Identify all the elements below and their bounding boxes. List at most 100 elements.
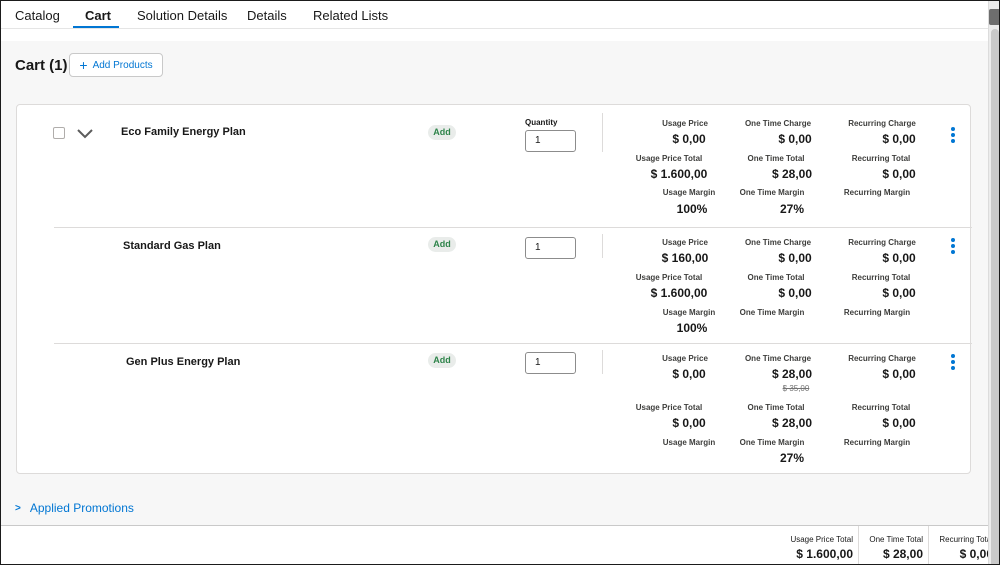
one-time-total-value: $ 28,00 — [771, 167, 813, 181]
applied-promotions-label: Applied Promotions — [29, 501, 134, 515]
quantity-input[interactable]: 1 — [525, 237, 576, 259]
one-time-margin-label: One Time Margin — [739, 188, 805, 197]
original-price-strikethrough: $ 35,00 — [782, 384, 810, 393]
quantity-label: Quantity — [525, 118, 558, 127]
tab-bar: Catalog Cart Solution Details Details Re… — [1, 1, 989, 29]
recurring-margin-label: Recurring Margin — [843, 188, 911, 197]
recurring-charge-value: $ 0,00 — [882, 132, 916, 146]
usage-price-label: Usage Price — [662, 238, 708, 247]
product-name: Eco Family Energy Plan — [121, 126, 246, 138]
footer-recurring-total-value: $ 0,00 — [959, 547, 993, 561]
vertical-scrollbar[interactable] — [988, 1, 999, 564]
recurring-charge-value: $ 0,00 — [882, 251, 916, 265]
recurring-total-label: Recurring Total — [851, 154, 911, 163]
tab-details[interactable]: Details — [247, 8, 287, 23]
footer-recurring-total-label: Recurring Total — [939, 535, 993, 544]
one-time-margin-label: One Time Margin — [739, 308, 805, 317]
footer-one-time-total-value: $ 28,00 — [882, 547, 923, 561]
one-time-charge-value: $ 0,00 — [778, 132, 812, 146]
scroll-up-handle[interactable] — [989, 9, 999, 25]
usage-price-value: $ 160,00 — [661, 251, 709, 265]
recurring-total-label: Recurring Total — [851, 273, 911, 282]
one-time-charge-label: One Time Charge — [744, 354, 812, 363]
one-time-margin-label: One Time Margin — [739, 438, 805, 447]
divider — [602, 113, 603, 152]
one-time-total-value: $ 0,00 — [778, 286, 812, 300]
quantity-input[interactable]: 1 — [525, 130, 576, 152]
one-time-margin-value: 27% — [779, 451, 805, 465]
usage-price-total-value: $ 1.600,00 — [650, 167, 708, 181]
recurring-total-value: $ 0,00 — [882, 286, 916, 300]
row-divider — [54, 227, 972, 228]
cart-items-card: Eco Family Energy Plan Add Quantity 1 Us… — [16, 104, 972, 474]
recurring-charge-label: Recurring Charge — [848, 238, 916, 247]
add-products-button[interactable]: + Add Products — [69, 53, 163, 77]
usage-price-total-value: $ 0,00 — [672, 416, 706, 430]
cart-panel: Cart (1) + Add Products Eco Family Energ… — [1, 41, 988, 525]
tab-solution-details[interactable]: Solution Details — [137, 8, 228, 23]
usage-margin-value: 100% — [676, 321, 708, 335]
footer-recurring-total: Recurring Total $ 0,00 — [928, 526, 993, 564]
one-time-charge-value: $ 28,00 — [771, 367, 813, 381]
row-actions-menu-icon[interactable] — [950, 238, 956, 254]
usage-price-label: Usage Price — [662, 119, 708, 128]
usage-margin-label: Usage Margin — [662, 188, 716, 197]
divider — [602, 234, 603, 258]
one-time-total-label: One Time Total — [747, 154, 805, 163]
quantity-input[interactable]: 1 — [525, 352, 576, 374]
product-name: Gen Plus Energy Plan — [126, 356, 241, 368]
recurring-total-value: $ 0,00 — [882, 416, 916, 430]
scrollbar-thumb[interactable] — [991, 29, 999, 564]
active-tab-indicator — [73, 26, 119, 28]
usage-margin-value: 100% — [676, 202, 708, 216]
add-status-badge: Add — [428, 125, 456, 140]
applied-promotions-toggle[interactable]: > Applied Promotions — [15, 501, 134, 515]
usage-price-value: $ 0,00 — [672, 367, 706, 381]
usage-margin-label: Usage Margin — [662, 308, 716, 317]
recurring-margin-label: Recurring Margin — [843, 308, 911, 317]
recurring-margin-label: Recurring Margin — [843, 438, 911, 447]
cart-item-row: Gen Plus Energy Plan Add 1 Usage Price $… — [17, 344, 972, 474]
one-time-margin-value: 27% — [779, 202, 805, 216]
footer-usage-price-total: Usage Price Total $ 1.600,00 — [780, 526, 858, 564]
select-checkbox[interactable] — [53, 127, 65, 139]
usage-margin-label: Usage Margin — [662, 438, 716, 447]
recurring-charge-label: Recurring Charge — [848, 119, 916, 128]
chevron-down-icon[interactable] — [77, 129, 93, 139]
cart-totals-footer: Usage Price Total $ 1.600,00 One Time To… — [1, 525, 993, 564]
usage-price-label: Usage Price — [662, 354, 708, 363]
usage-price-total-label: Usage Price Total — [635, 273, 703, 282]
footer-usage-price-total-value: $ 1.600,00 — [796, 547, 853, 561]
one-time-charge-value: $ 0,00 — [778, 251, 812, 265]
divider — [602, 350, 603, 374]
one-time-charge-label: One Time Charge — [744, 238, 812, 247]
row-actions-menu-icon[interactable] — [950, 127, 956, 143]
cart-item-row: Eco Family Energy Plan Add Quantity 1 Us… — [17, 105, 972, 227]
recurring-charge-value: $ 0,00 — [882, 367, 916, 381]
recurring-total-value: $ 0,00 — [882, 167, 916, 181]
usage-price-value: $ 0,00 — [672, 132, 706, 146]
footer-one-time-total-label: One Time Total — [869, 535, 923, 544]
cart-title: Cart (1) — [15, 57, 68, 74]
tab-related-lists[interactable]: Related Lists — [313, 8, 389, 23]
add-status-badge: Add — [428, 353, 456, 368]
usage-price-total-value: $ 1.600,00 — [650, 286, 708, 300]
one-time-total-label: One Time Total — [747, 403, 805, 412]
recurring-total-label: Recurring Total — [851, 403, 911, 412]
row-divider — [54, 343, 972, 344]
product-name: Standard Gas Plan — [123, 240, 221, 252]
usage-price-total-label: Usage Price Total — [635, 403, 703, 412]
chevron-right-icon: > — [15, 502, 21, 514]
tab-catalog[interactable]: Catalog — [15, 8, 60, 23]
usage-price-total-label: Usage Price Total — [635, 154, 703, 163]
one-time-total-value: $ 28,00 — [771, 416, 813, 430]
tab-cart[interactable]: Cart — [85, 8, 112, 23]
plus-icon: + — [79, 57, 88, 73]
footer-one-time-total: One Time Total $ 28,00 — [858, 526, 928, 564]
add-status-badge: Add — [428, 237, 456, 252]
add-products-label: Add Products — [92, 59, 153, 71]
recurring-charge-label: Recurring Charge — [848, 354, 916, 363]
footer-usage-price-total-label: Usage Price Total — [790, 535, 853, 544]
row-actions-menu-icon[interactable] — [950, 354, 956, 370]
